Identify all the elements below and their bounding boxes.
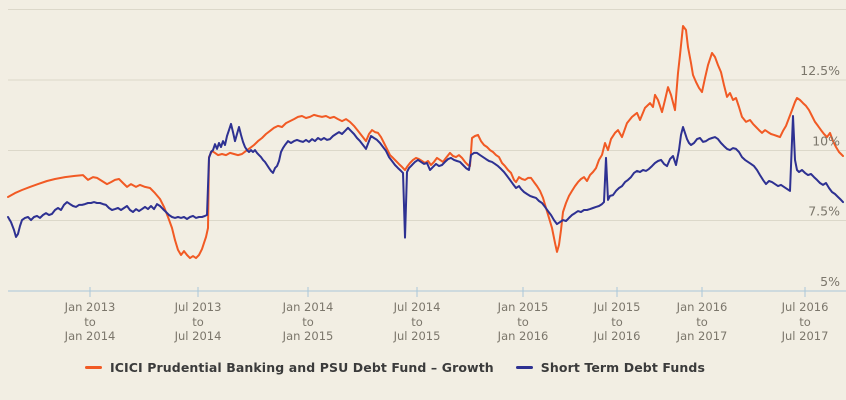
x-axis-label: Jul 2015 to Jul 2016 bbox=[593, 300, 641, 343]
x-axis-label: Jul 2014 to Jul 2015 bbox=[393, 300, 441, 343]
x-axis-label: Jan 2013 to Jan 2014 bbox=[64, 300, 116, 343]
x-axis-label: Jan 2015 to Jan 2016 bbox=[497, 300, 549, 343]
x-axis-label: Jul 2013 to Jul 2014 bbox=[174, 300, 222, 343]
y-axis-label: 5% bbox=[820, 274, 840, 289]
y-axis-label: 7.5% bbox=[808, 204, 840, 219]
legend-swatch-short-term-debt bbox=[515, 365, 533, 370]
x-axis-label: Jan 2016 to Jan 2017 bbox=[676, 300, 728, 343]
legend-item-icici-prudential[interactable]: ICICI Prudential Banking and PSU Debt Fu… bbox=[85, 360, 494, 375]
x-axis-label: Jul 2016 to Jul 2017 bbox=[781, 300, 829, 343]
series-line-icici-prudential-banking-psu[interactable] bbox=[7, 25, 844, 260]
legend-item-short-term-debt[interactable]: Short Term Debt Funds bbox=[515, 360, 705, 375]
series-line-short-term-debt-funds[interactable] bbox=[7, 115, 844, 239]
legend-label-icici-prudential: ICICI Prudential Banking and PSU Debt Fu… bbox=[110, 360, 494, 375]
legend-label-short-term-debt: Short Term Debt Funds bbox=[540, 360, 705, 375]
chart-legend: ICICI Prudential Banking and PSU Debt Fu… bbox=[0, 360, 818, 375]
x-axis-label: Jan 2014 to Jan 2015 bbox=[282, 300, 334, 343]
y-axis-label: 12.5% bbox=[800, 63, 840, 78]
legend-swatch-icici-prudential bbox=[85, 365, 102, 370]
y-axis-label: 10% bbox=[812, 133, 840, 148]
